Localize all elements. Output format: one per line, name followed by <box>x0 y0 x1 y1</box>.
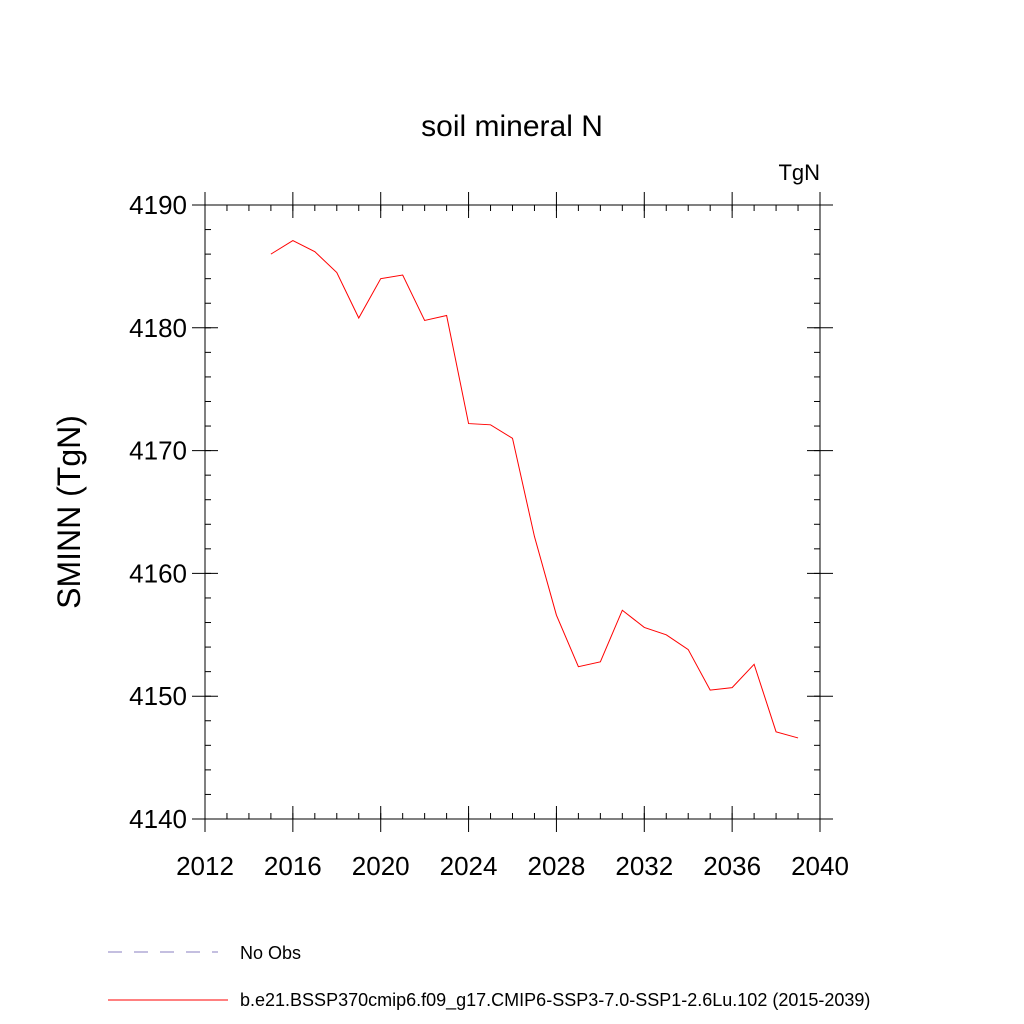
y-tick-label: 4180 <box>129 313 187 343</box>
x-tick-label: 2040 <box>791 851 849 881</box>
x-tick-label: 2016 <box>264 851 322 881</box>
x-tick-label: 2032 <box>615 851 673 881</box>
legend: No Obs b.e21.BSSP370cmip6.f09_g17.CMIP6-… <box>108 943 870 1011</box>
y-tick-label: 4140 <box>129 804 187 834</box>
y-tick-label: 4150 <box>129 681 187 711</box>
y-minor-ticks <box>205 204 820 820</box>
y-tick-label: 4190 <box>129 190 187 220</box>
x-tick-label: 2028 <box>528 851 586 881</box>
series-layer <box>270 240 799 739</box>
y-axis-label: SMINN (TgN) <box>51 415 87 609</box>
x-minor-ticks <box>204 205 821 819</box>
x-major-ticks: 2012 2016 2020 2024 2028 2032 2036 2040 <box>176 192 849 881</box>
x-tick-label: 2020 <box>352 851 410 881</box>
legend-label-no-obs: No Obs <box>240 943 301 963</box>
plot-frame <box>204 204 821 820</box>
x-tick-label: 2012 <box>176 851 234 881</box>
x-tick-label: 2024 <box>440 851 498 881</box>
y-tick-label: 4160 <box>129 558 187 588</box>
series-line-0 <box>270 240 799 739</box>
y-major-ticks: 4140 4150 4160 4170 4180 4190 <box>129 190 833 834</box>
x-tick-label: 2036 <box>703 851 761 881</box>
units-label: TgN <box>778 160 820 185</box>
y-tick-label: 4170 <box>129 436 187 466</box>
legend-label-model: b.e21.BSSP370cmip6.f09_g17.CMIP6-SSP3-7.… <box>240 990 870 1011</box>
chart-title: soil mineral N <box>421 110 603 143</box>
